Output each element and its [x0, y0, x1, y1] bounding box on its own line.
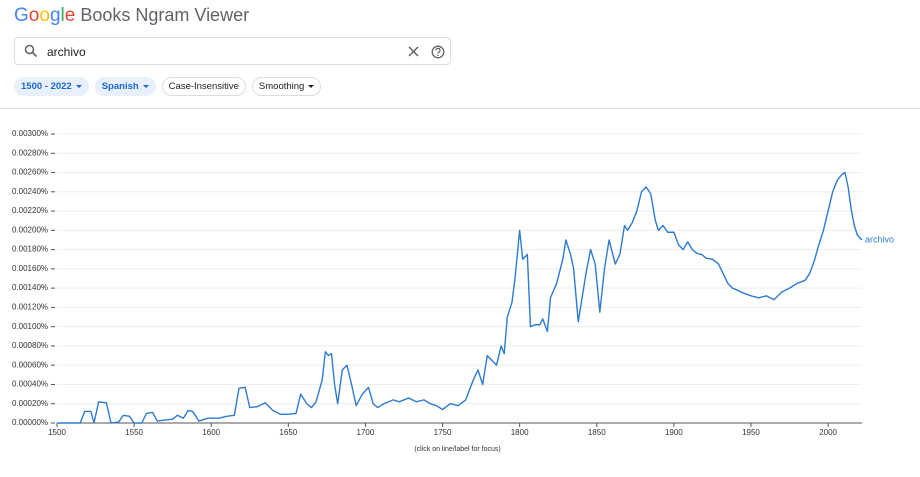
filter-label: Spanish [101, 81, 139, 92]
filter-label: Case-Insensitive [168, 81, 239, 92]
search-query[interactable]: archivo [47, 45, 86, 59]
header: Google Books Ngram Viewer [14, 5, 249, 27]
y-tick-label: 0.00140% [12, 283, 48, 292]
x-tick-label: 1850 [588, 428, 606, 437]
filter-bar: 1500 - 2022 Spanish Case-Insensitive Smooth… [14, 77, 322, 96]
y-tick-label: 0.00240% [12, 187, 48, 196]
filter-button[interactable]: Smoothing [251, 77, 322, 96]
dropdown-caret [308, 85, 315, 88]
x-tick-label: 1800 [511, 428, 529, 437]
y-tick-label: 0.00300% [12, 129, 48, 138]
series-label[interactable]: archivo [865, 234, 894, 244]
y-tick-label: 0.00100% [12, 322, 48, 331]
y-tick-label: 0.00260% [12, 168, 48, 177]
x-tick-label: 1550 [125, 428, 143, 437]
divider [0, 108, 920, 109]
filter-button[interactable]: Spanish [94, 77, 156, 96]
y-tick-label: 0.00180% [12, 245, 48, 254]
dropdown-caret [142, 85, 149, 88]
app-title: Books Ngram Viewer [80, 5, 250, 25]
chart: 0.00000% 0.00020% 0.00040% 0.00060% 0.00080%… [12, 129, 894, 453]
x-tick-label: 1650 [279, 428, 297, 437]
search-icon [24, 44, 38, 58]
x-tick-label: 1750 [434, 428, 452, 437]
clear-button[interactable] [408, 46, 420, 58]
dropdown-caret [75, 85, 82, 88]
x-tick-label: 1600 [202, 428, 220, 437]
x-tick-label: 2000 [819, 428, 837, 437]
y-tick-label: 0.00280% [12, 148, 48, 157]
filter-label: Smoothing [258, 81, 305, 92]
google-logo: Google [14, 5, 76, 26]
x-tick-label: 1950 [742, 428, 760, 437]
y-tick-label: 0.00160% [12, 264, 48, 273]
y-tick-label: 0.00060% [12, 360, 48, 369]
chart-note: (click on line/label for focus) [414, 446, 500, 453]
filter-label: 1500 - 2022 [21, 81, 72, 92]
help-button[interactable] [431, 45, 445, 59]
y-tick-label: 0.00220% [12, 206, 48, 215]
x-tick-label: 1900 [665, 428, 683, 437]
search-box[interactable]: archivo [14, 37, 451, 65]
y-tick-label: 0.00040% [12, 380, 48, 389]
y-tick-label: 0.00020% [12, 399, 48, 408]
y-tick-label: 0.00200% [12, 225, 48, 234]
series-line[interactable] [57, 171, 863, 424]
y-tick-label: 0.00000% [12, 418, 48, 427]
filter-button[interactable]: Case-Insensitive [161, 77, 246, 96]
x-tick-label: 1700 [357, 428, 375, 437]
x-tick-label: 1500 [48, 428, 66, 437]
y-tick-label: 0.00120% [12, 303, 48, 312]
y-tick-label: 0.00080% [12, 341, 48, 350]
filter-button[interactable]: 1500 - 2022 [14, 77, 89, 96]
